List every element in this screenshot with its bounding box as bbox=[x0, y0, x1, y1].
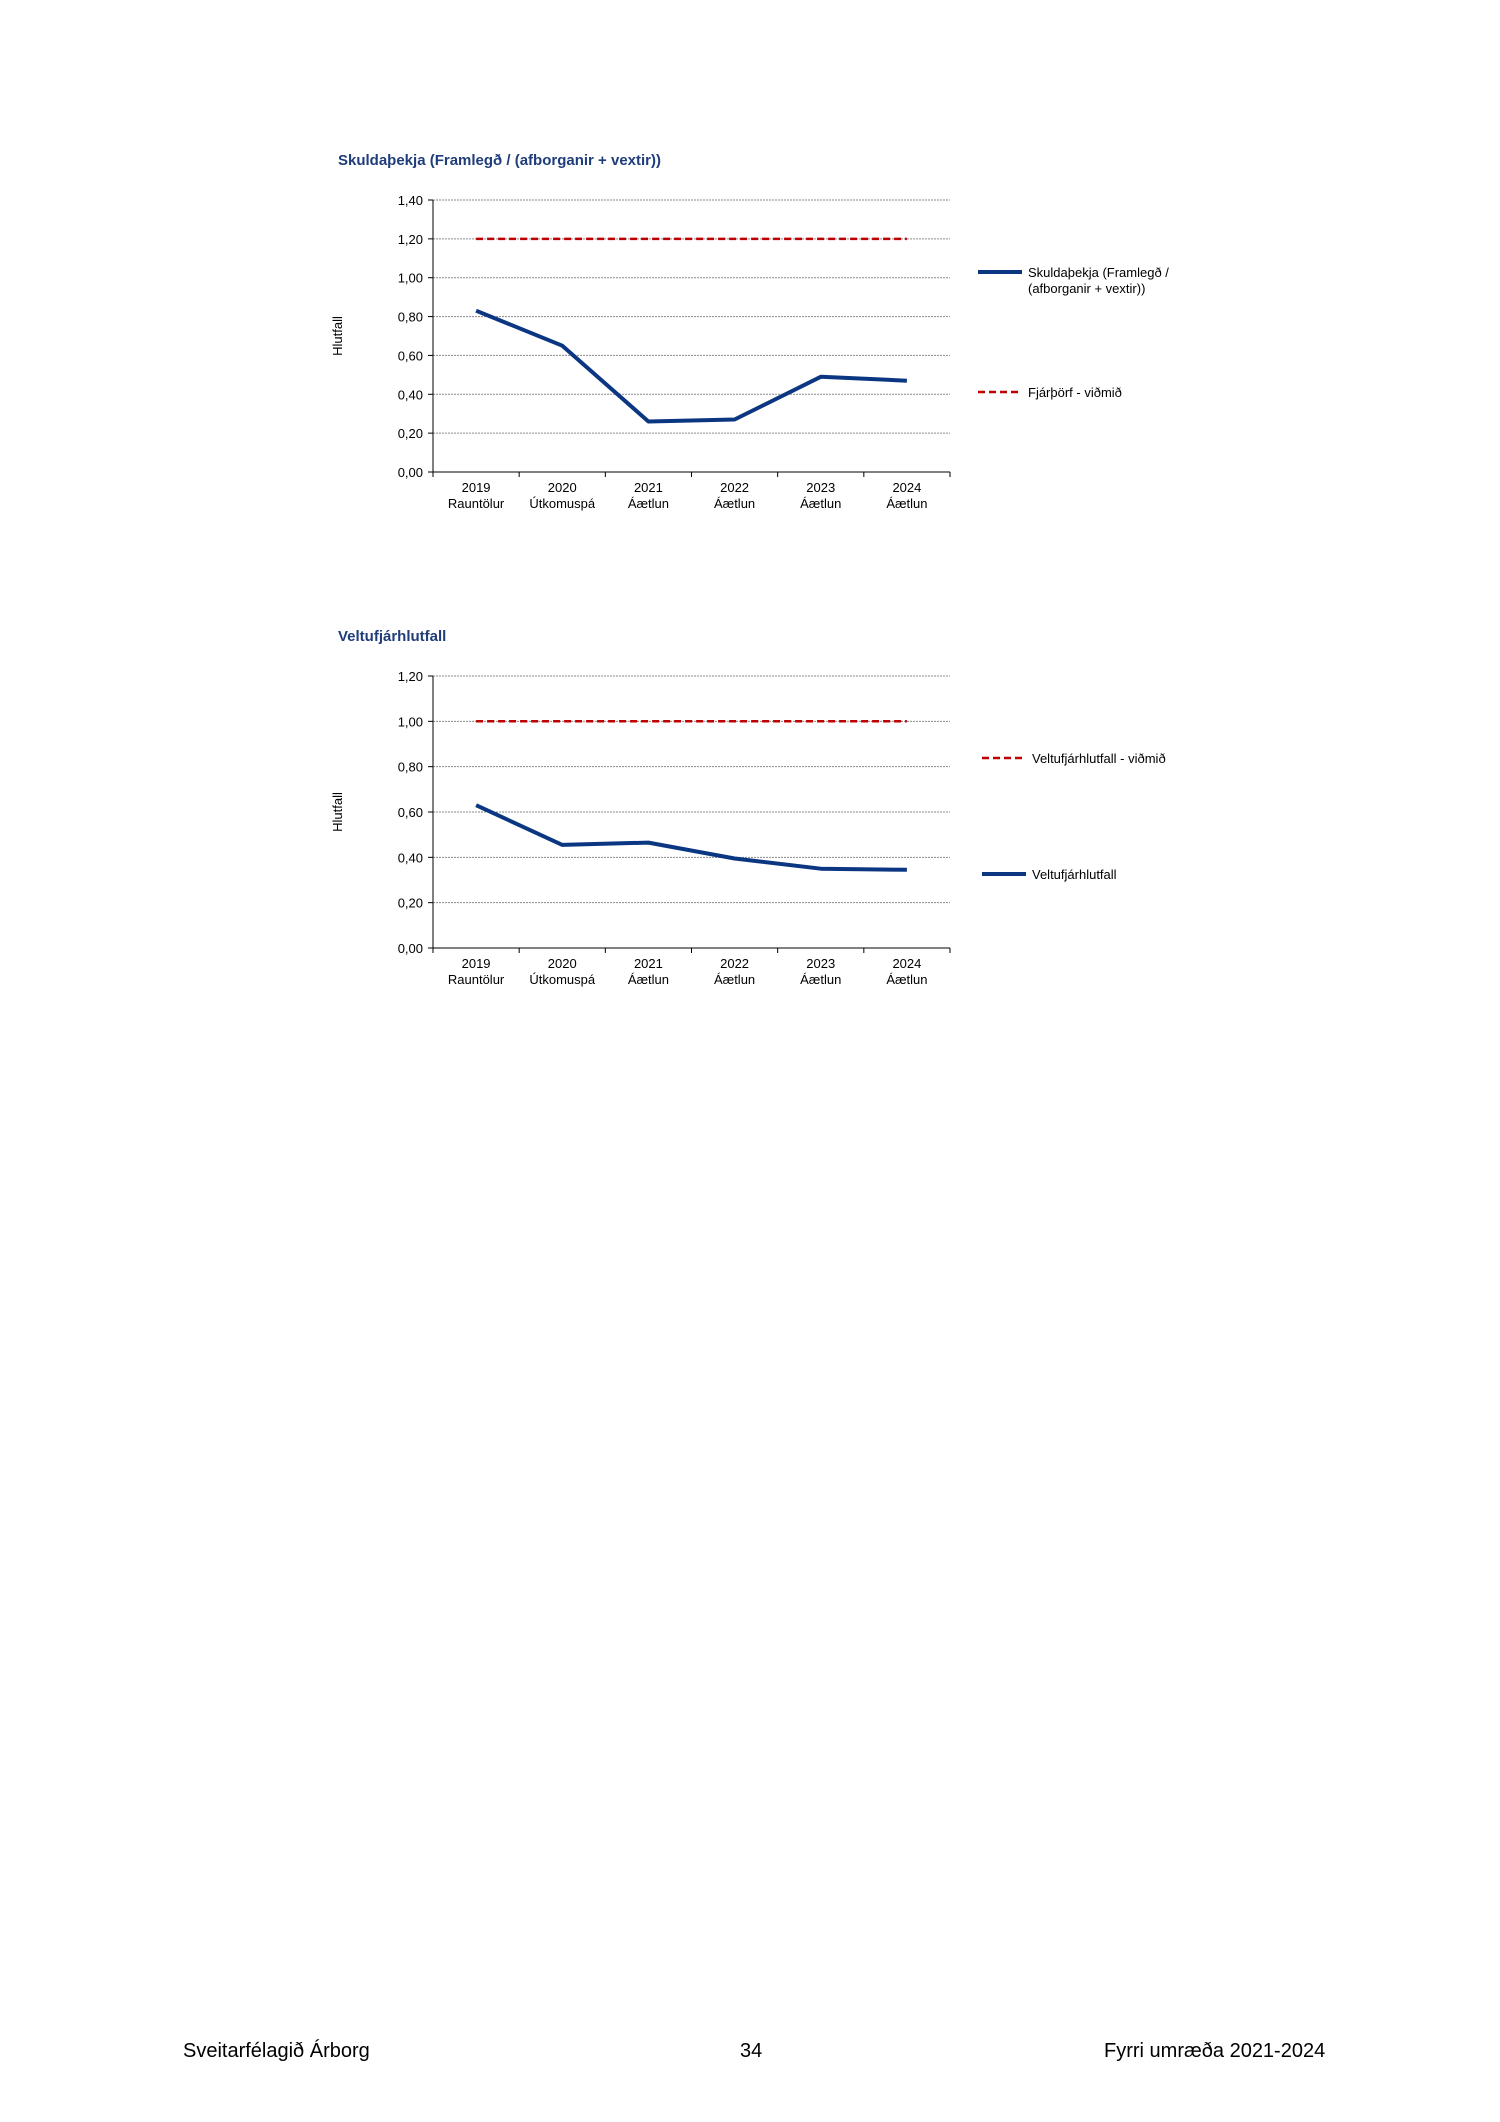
x-tick-label: 2020 Útkomuspá bbox=[529, 956, 596, 987]
chart-1-title: Skuldaþekja (Framlegð / (afborganir + ve… bbox=[338, 152, 661, 169]
y-axis-label: Hlutfall bbox=[330, 792, 345, 832]
x-tick-label-line: Áætlun bbox=[800, 496, 841, 511]
x-tick-label: 2022 Áætlun bbox=[714, 480, 755, 511]
x-tick-label-line: 2019 bbox=[462, 480, 491, 495]
y-tick-label: 1,00 bbox=[398, 714, 423, 729]
x-tick-label-line: Áætlun bbox=[886, 972, 927, 987]
x-tick-label-line: Útkomuspá bbox=[529, 496, 596, 511]
x-tick-label: 2023 Áætlun bbox=[800, 480, 841, 511]
y-tick-label: 0,20 bbox=[398, 426, 423, 441]
x-tick-label-line: Útkomuspá bbox=[529, 972, 596, 987]
x-tick-label-line: 2024 bbox=[892, 480, 921, 495]
x-tick-label-line: 2023 bbox=[806, 480, 835, 495]
x-tick-label: 2020 Útkomuspá bbox=[529, 480, 596, 511]
chart-2: Veltufjárhlutfall 0,00 0,20 0,40 0,60 0,80 1,… bbox=[330, 628, 1230, 1008]
legend-label: Veltufjárhlutfall bbox=[1032, 867, 1117, 882]
y-tick-label: 0,40 bbox=[398, 387, 423, 402]
series-line-1 bbox=[475, 803, 907, 872]
x-tick-label-line: 2020 bbox=[548, 480, 577, 495]
legend-label-line: Veltufjárhlutfall - viðmið bbox=[1032, 751, 1166, 766]
x-tick-label: 2022 Áætlun bbox=[714, 956, 755, 987]
legend-label-line: Veltufjárhlutfall bbox=[1032, 867, 1117, 882]
x-tick-label-line: Rauntölur bbox=[448, 496, 505, 511]
x-tick-label-line: Áætlun bbox=[714, 496, 755, 511]
x-tick-label-line: 2021 bbox=[634, 480, 663, 495]
x-tick-label-line: 2022 bbox=[720, 480, 749, 495]
x-tick-label: 2019 Rauntölur bbox=[448, 956, 505, 987]
footer-right: Fyrri umræða 2021-2024 bbox=[1104, 2040, 1326, 2062]
x-tick-label: 2023 Áætlun bbox=[800, 956, 841, 987]
x-tick-label-line: Áætlun bbox=[886, 496, 927, 511]
x-tick-label-line: 2019 bbox=[462, 956, 491, 971]
y-tick-label: 0,00 bbox=[398, 941, 423, 956]
x-tick-label: 2024 Áætlun bbox=[886, 956, 927, 987]
chart-1: Skuldaþekja (Framlegð / (afborganir + ve… bbox=[330, 152, 1230, 532]
x-tick-label-line: 2021 bbox=[634, 956, 663, 971]
chart-1-plot: 0,00 0,20 0,40 0,60 0,80 1,00 1,20 1,40 2019 Raun… bbox=[330, 193, 1169, 511]
x-tick-label-line: 2023 bbox=[806, 956, 835, 971]
y-tick-label: 0,60 bbox=[398, 348, 423, 363]
chart-2-plot: 0,00 0,20 0,40 0,60 0,80 1,00 1,20 2019 Rauntölu… bbox=[330, 669, 1166, 987]
x-tick-label-line: Áætlun bbox=[628, 972, 669, 987]
y-tick-label: 0,00 bbox=[398, 465, 423, 480]
y-tick-label: 1,40 bbox=[398, 193, 423, 208]
x-tick-label-line: Áætlun bbox=[800, 972, 841, 987]
legend-label-line: Fjárþörf - viðmið bbox=[1028, 385, 1122, 400]
footer-left: Sveitarfélagið Árborg bbox=[183, 2040, 370, 2062]
x-tick-label-line: 2024 bbox=[892, 956, 921, 971]
y-tick-label: 1,20 bbox=[398, 232, 423, 247]
legend-label-line: Skuldaþekja (Framlegð / bbox=[1028, 265, 1169, 280]
legend-label: Fjárþörf - viðmið bbox=[1028, 385, 1122, 400]
legend-label: Veltufjárhlutfall - viðmið bbox=[1032, 751, 1166, 766]
y-tick-label: 0,40 bbox=[398, 850, 423, 865]
chart-2-title: Veltufjárhlutfall bbox=[338, 628, 447, 645]
x-tick-label-line: Áætlun bbox=[714, 972, 755, 987]
series-line-0 bbox=[475, 308, 907, 424]
x-tick-label-line: 2020 bbox=[548, 956, 577, 971]
legend-label-line: (afborganir + vextir)) bbox=[1028, 281, 1145, 296]
y-tick-label: 1,00 bbox=[398, 271, 423, 286]
x-tick-label: 2021 Áætlun bbox=[628, 956, 669, 987]
y-tick-label: 0,20 bbox=[398, 896, 423, 911]
y-tick-label: 0,80 bbox=[398, 760, 423, 775]
x-tick-label-line: 2022 bbox=[720, 956, 749, 971]
y-tick-label: 0,60 bbox=[398, 805, 423, 820]
x-tick-label: 2024 Áætlun bbox=[886, 480, 927, 511]
x-tick-label: 2019 Rauntölur bbox=[448, 480, 505, 511]
legend-label: Skuldaþekja (Framlegð / (afborganir + vex… bbox=[1028, 265, 1169, 296]
footer-page-number: 34 bbox=[740, 2040, 763, 2062]
x-tick-label-line: Rauntölur bbox=[448, 972, 505, 987]
x-tick-label-line: Áætlun bbox=[628, 496, 669, 511]
x-tick-label: 2021 Áætlun bbox=[628, 480, 669, 511]
y-axis-label: Hlutfall bbox=[330, 316, 345, 356]
y-tick-label: 1,20 bbox=[398, 669, 423, 684]
y-tick-label: 0,80 bbox=[398, 310, 423, 325]
